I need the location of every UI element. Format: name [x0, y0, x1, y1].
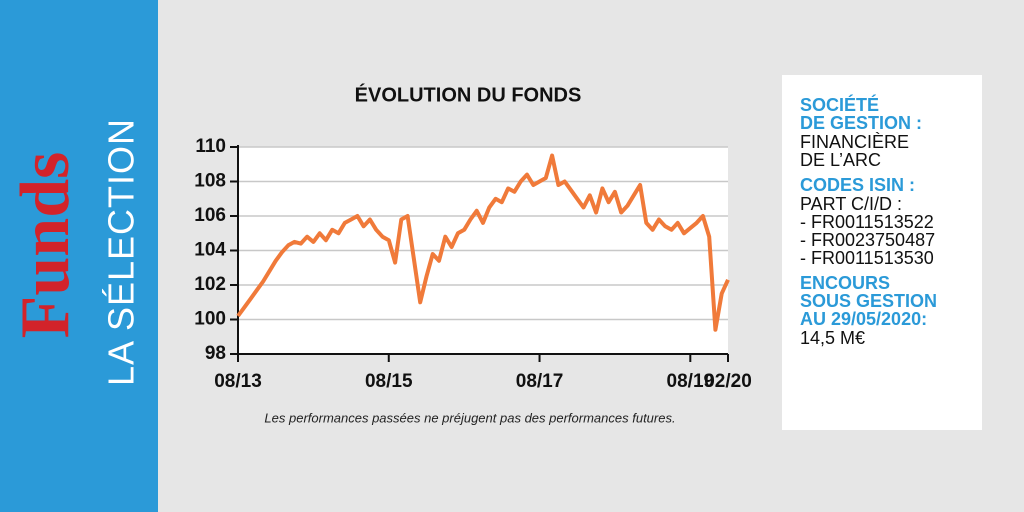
x-tick-label: 08/13: [214, 371, 262, 392]
y-tick-label: 110: [195, 136, 226, 157]
info-panel: [782, 75, 982, 430]
info-text: - FR0011513522: [800, 212, 934, 232]
x-tick-label: 08/17: [516, 371, 564, 392]
info-heading: CODES ISIN :: [800, 175, 915, 195]
y-tick-label: 104: [194, 240, 226, 261]
x-tick-label: 02/20: [704, 371, 752, 392]
info-text: FINANCIÈRE: [800, 132, 909, 152]
chart-title: ÉVOLUTION DU FONDS: [355, 83, 582, 106]
y-tick-label: 108: [194, 171, 226, 192]
y-tick-label: 100: [194, 309, 226, 330]
info-heading: AU 29/05/2020:: [800, 309, 927, 329]
line: [236, 153, 730, 332]
y-tick-label: 98: [205, 343, 226, 364]
info-heading: DE GESTION :: [800, 113, 922, 133]
sidebar: [0, 0, 158, 512]
info-heading: SOCIÉTÉ: [800, 94, 879, 115]
info-heading: SOUS GESTION: [800, 291, 937, 311]
info-heading: ENCOURS: [800, 273, 890, 293]
footnote: Les performances passées ne préjugent pa…: [264, 410, 675, 425]
info-text: 14,5 M€: [800, 328, 865, 348]
info-text: DE L’ARC: [800, 150, 881, 170]
info-text: PART C/I/D :: [800, 194, 902, 214]
brand: Funds: [7, 152, 84, 339]
x-tick-label: 08/15: [365, 371, 413, 392]
sidebar-label: LA SÉLECTION: [101, 118, 142, 386]
x-tick-label: 08/19: [667, 371, 715, 392]
info-text: - FR0023750487: [800, 230, 935, 250]
y-tick-label: 102: [194, 274, 226, 295]
info-text: - FR0011513530: [800, 248, 934, 268]
y-tick-label: 106: [194, 205, 226, 226]
